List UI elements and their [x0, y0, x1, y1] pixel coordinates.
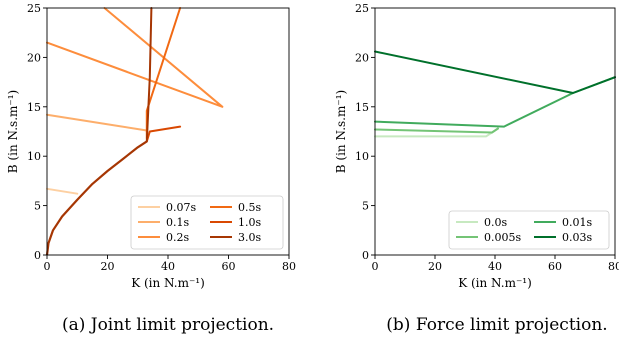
series-line-6 — [145, 7, 153, 143]
series-line-2 — [374, 127, 499, 134]
series-line-4 — [374, 50, 616, 94]
x-tick-label: 20 — [101, 260, 115, 273]
x-axis-label: K (in N.m⁻¹) — [458, 276, 532, 290]
y-tick-label: 0 — [34, 249, 41, 262]
y-tick-label: 25 — [27, 2, 41, 15]
legend-label: 0.2s — [166, 231, 189, 244]
x-tick-label: 0 — [372, 260, 379, 273]
y-tick-label: 0 — [362, 249, 369, 262]
legend-label: 0.0s — [484, 216, 507, 229]
caption-force-limit: (b) Force limit projection. — [386, 315, 607, 335]
x-tick-label: 0 — [44, 260, 51, 273]
y-tick-label: 10 — [27, 150, 41, 163]
legend-label: 3.0s — [238, 231, 261, 244]
legend-label: 0.01s — [562, 216, 592, 229]
y-tick-label: 20 — [27, 51, 41, 64]
legend-label: 0.03s — [562, 231, 592, 244]
legend-box — [448, 210, 610, 250]
series-line-5 — [145, 125, 182, 143]
x-tick-label: 20 — [428, 260, 442, 273]
legend-box — [130, 195, 284, 250]
x-tick-label: 40 — [161, 260, 175, 273]
legend-label: 0.1s — [166, 216, 189, 229]
y-tick-label: 5 — [34, 200, 41, 213]
y-tick-label: 5 — [362, 200, 369, 213]
y-axis-label: B (in N.s.m⁻¹) — [6, 90, 20, 173]
series-group — [45, 7, 224, 256]
series-line-3 — [46, 7, 224, 108]
chart-joint-limit: 0 20 40 60 80 0 5 10 15 20 25 K (in N.m⁻¹) B (in N.s… — [6, 2, 296, 290]
y-axis-label: B (in N.s.m⁻¹) — [334, 90, 348, 173]
legend: 0.07s 0.1s 0.2s 0.5s 1.0s 3.0s — [130, 195, 284, 250]
x-tick-label: 80 — [608, 260, 619, 273]
series-line-2 — [46, 113, 148, 132]
y-tick-label: 15 — [355, 101, 369, 114]
x-axis-label: K (in N.m⁻¹) — [131, 276, 205, 290]
series-line-3 — [374, 76, 616, 128]
caption-joint-limit: (a) Joint limit projection. — [62, 315, 274, 335]
legend-label: 0.07s — [166, 201, 196, 214]
legend-label: 0.005s — [484, 231, 521, 244]
x-tick-label: 40 — [488, 260, 502, 273]
series-group — [374, 50, 616, 138]
y-tick-label: 20 — [355, 51, 369, 64]
legend: 0.0s 0.005s 0.01s 0.03s — [448, 210, 610, 250]
series-line-1 — [46, 187, 79, 195]
y-tick-label: 25 — [355, 2, 369, 15]
chart-force-limit: 0 20 40 60 80 0 5 10 15 20 25 K (in N.m⁻¹) B (in N.s… — [334, 2, 619, 290]
legend-label: 1.0s — [238, 216, 261, 229]
x-tick-label: 60 — [548, 260, 562, 273]
x-tick-label: 60 — [222, 260, 236, 273]
legend-label: 0.5s — [238, 201, 261, 214]
boundary-curve — [45, 140, 148, 256]
y-tick-label: 10 — [355, 150, 369, 163]
x-tick-label: 80 — [282, 260, 296, 273]
y-tick-label: 15 — [27, 101, 41, 114]
